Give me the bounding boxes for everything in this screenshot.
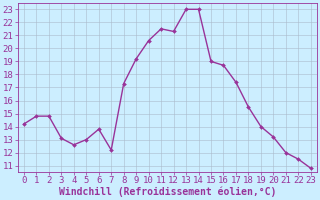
X-axis label: Windchill (Refroidissement éolien,°C): Windchill (Refroidissement éolien,°C) [59,187,276,197]
